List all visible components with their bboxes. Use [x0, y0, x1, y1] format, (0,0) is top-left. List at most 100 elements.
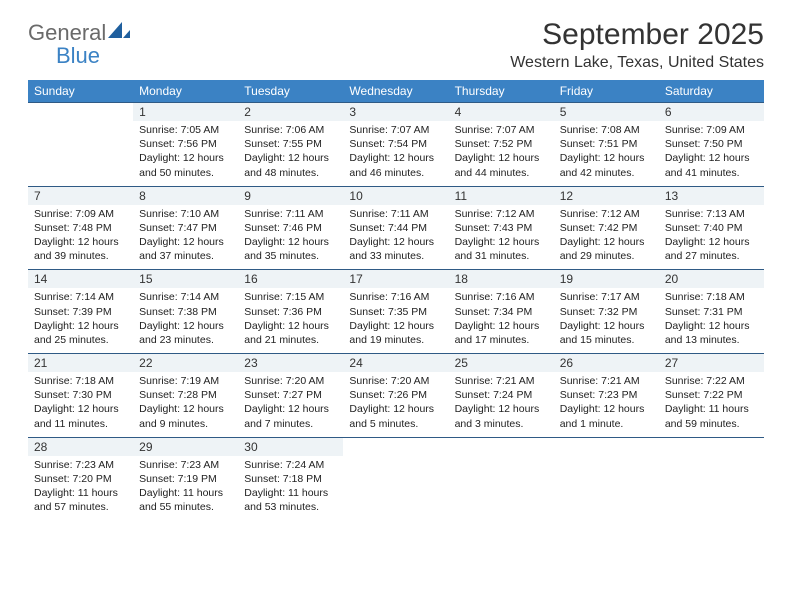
sunrise-text: Sunrise: 7:17 AM	[560, 290, 653, 304]
sunset-text: Sunset: 7:36 PM	[244, 305, 337, 319]
week-daynum-row: 21222324252627	[28, 354, 764, 373]
daylight-text: Daylight: 12 hours and 27 minutes.	[665, 235, 758, 263]
daylight-text: Daylight: 12 hours and 39 minutes.	[34, 235, 127, 263]
sunset-text: Sunset: 7:26 PM	[349, 388, 442, 402]
day-number-cell: 26	[554, 354, 659, 373]
sunset-text: Sunset: 7:42 PM	[560, 221, 653, 235]
day-number-cell: 22	[133, 354, 238, 373]
day-details-cell: Sunrise: 7:10 AMSunset: 7:47 PMDaylight:…	[133, 205, 238, 270]
logo-word2: Blue	[56, 43, 130, 69]
day-number-cell: 1	[133, 103, 238, 122]
sunset-text: Sunset: 7:44 PM	[349, 221, 442, 235]
day-number: 18	[455, 272, 468, 286]
day-number: 2	[244, 105, 251, 119]
day-number-cell: 18	[449, 270, 554, 289]
daylight-text: Daylight: 12 hours and 1 minute.	[560, 402, 653, 430]
week-daynum-row: 282930	[28, 437, 764, 456]
empty-cell	[28, 103, 133, 122]
day-number: 9	[244, 189, 251, 203]
day-number-cell: 16	[238, 270, 343, 289]
daylight-text: Daylight: 12 hours and 42 minutes.	[560, 151, 653, 179]
day-details-cell: Sunrise: 7:21 AMSunset: 7:23 PMDaylight:…	[554, 372, 659, 437]
day-number-cell: 14	[28, 270, 133, 289]
day-details-cell: Sunrise: 7:16 AMSunset: 7:34 PMDaylight:…	[449, 288, 554, 353]
sunrise-text: Sunrise: 7:23 AM	[34, 458, 127, 472]
day-number-cell: 12	[554, 186, 659, 205]
sunrise-text: Sunrise: 7:16 AM	[455, 290, 548, 304]
title-block: September 2025 Western Lake, Texas, Unit…	[510, 18, 764, 72]
week-content-row: Sunrise: 7:18 AMSunset: 7:30 PMDaylight:…	[28, 372, 764, 437]
day-number: 6	[665, 105, 672, 119]
sunrise-text: Sunrise: 7:08 AM	[560, 123, 653, 137]
day-number: 20	[665, 272, 678, 286]
day-details-cell: Sunrise: 7:22 AMSunset: 7:22 PMDaylight:…	[659, 372, 764, 437]
day-number: 22	[139, 356, 152, 370]
sunset-text: Sunset: 7:55 PM	[244, 137, 337, 151]
sunset-text: Sunset: 7:40 PM	[665, 221, 758, 235]
day-number-cell: 4	[449, 103, 554, 122]
empty-cell	[659, 456, 764, 521]
week-daynum-row: 1415 16 17 18 19 20	[28, 270, 764, 289]
daylight-text: Daylight: 12 hours and 31 minutes.	[455, 235, 548, 263]
page-header: General Blue September 2025 Western Lake…	[28, 18, 764, 72]
week-daynum-row: 78910111213	[28, 186, 764, 205]
daylight-text: Daylight: 12 hours and 15 minutes.	[560, 319, 653, 347]
day-details-cell: Sunrise: 7:18 AMSunset: 7:30 PMDaylight:…	[28, 372, 133, 437]
day-number-cell: 15	[133, 270, 238, 289]
day-details-cell: Sunrise: 7:18 AMSunset: 7:31 PMDaylight:…	[659, 288, 764, 353]
day-details-cell: Sunrise: 7:11 AMSunset: 7:46 PMDaylight:…	[238, 205, 343, 270]
daylight-text: Daylight: 12 hours and 35 minutes.	[244, 235, 337, 263]
sunrise-text: Sunrise: 7:24 AM	[244, 458, 337, 472]
day-number: 23	[244, 356, 257, 370]
sunset-text: Sunset: 7:34 PM	[455, 305, 548, 319]
day-number: 17	[349, 272, 362, 286]
sunset-text: Sunset: 7:48 PM	[34, 221, 127, 235]
day-details-cell: Sunrise: 7:16 AMSunset: 7:35 PMDaylight:…	[343, 288, 448, 353]
day-details-cell: Sunrise: 7:06 AMSunset: 7:55 PMDaylight:…	[238, 121, 343, 186]
logo-sail-icon	[108, 22, 130, 45]
day-number: 10	[349, 189, 362, 203]
day-details-cell: Sunrise: 7:20 AMSunset: 7:26 PMDaylight:…	[343, 372, 448, 437]
day-number-cell: 7	[28, 186, 133, 205]
sunrise-text: Sunrise: 7:18 AM	[665, 290, 758, 304]
sunset-text: Sunset: 7:51 PM	[560, 137, 653, 151]
day-details-cell: Sunrise: 7:14 AMSunset: 7:39 PMDaylight:…	[28, 288, 133, 353]
sunrise-text: Sunrise: 7:10 AM	[139, 207, 232, 221]
week-daynum-row: 123456	[28, 103, 764, 122]
day-number-cell: 6	[659, 103, 764, 122]
sunset-text: Sunset: 7:22 PM	[665, 388, 758, 402]
day-number: 16	[244, 272, 257, 286]
sunrise-text: Sunrise: 7:05 AM	[139, 123, 232, 137]
day-number-cell: 19	[554, 270, 659, 289]
day-number-cell: 13	[659, 186, 764, 205]
empty-cell	[449, 437, 554, 456]
day-details-cell: Sunrise: 7:19 AMSunset: 7:28 PMDaylight:…	[133, 372, 238, 437]
sunset-text: Sunset: 7:47 PM	[139, 221, 232, 235]
calendar-body: 123456Sunrise: 7:05 AMSunset: 7:56 PMDay…	[28, 103, 764, 521]
day-number-cell: 2	[238, 103, 343, 122]
logo-text-block: General Blue	[28, 22, 130, 69]
day-details-cell: Sunrise: 7:24 AMSunset: 7:18 PMDaylight:…	[238, 456, 343, 521]
sunrise-text: Sunrise: 7:11 AM	[244, 207, 337, 221]
day-details-cell: Sunrise: 7:15 AMSunset: 7:36 PMDaylight:…	[238, 288, 343, 353]
day-number-cell: 3	[343, 103, 448, 122]
daylight-text: Daylight: 11 hours and 53 minutes.	[244, 486, 337, 514]
sunset-text: Sunset: 7:39 PM	[34, 305, 127, 319]
day-number: 7	[34, 189, 41, 203]
day-number: 25	[455, 356, 468, 370]
col-saturday: Saturday	[659, 80, 764, 103]
day-details-cell: Sunrise: 7:17 AMSunset: 7:32 PMDaylight:…	[554, 288, 659, 353]
sunset-text: Sunset: 7:24 PM	[455, 388, 548, 402]
daylight-text: Daylight: 12 hours and 50 minutes.	[139, 151, 232, 179]
week-content-row: Sunrise: 7:09 AMSunset: 7:48 PMDaylight:…	[28, 205, 764, 270]
day-number: 28	[34, 440, 47, 454]
daylight-text: Daylight: 12 hours and 33 minutes.	[349, 235, 442, 263]
week-content-row: Sunrise: 7:05 AMSunset: 7:56 PMDaylight:…	[28, 121, 764, 186]
month-title: September 2025	[510, 18, 764, 52]
day-details-cell: Sunrise: 7:09 AMSunset: 7:48 PMDaylight:…	[28, 205, 133, 270]
sunset-text: Sunset: 7:18 PM	[244, 472, 337, 486]
sunset-text: Sunset: 7:31 PM	[665, 305, 758, 319]
daylight-text: Daylight: 11 hours and 55 minutes.	[139, 486, 232, 514]
col-tuesday: Tuesday	[238, 80, 343, 103]
day-number: 24	[349, 356, 362, 370]
